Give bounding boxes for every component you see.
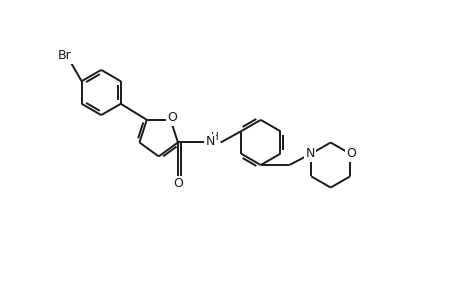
Text: H: H [210, 132, 218, 142]
Text: N: N [305, 147, 314, 160]
Text: N: N [205, 136, 214, 148]
Text: O: O [167, 112, 177, 124]
Text: Br: Br [57, 50, 71, 62]
Text: O: O [173, 177, 183, 190]
Text: O: O [346, 147, 355, 160]
